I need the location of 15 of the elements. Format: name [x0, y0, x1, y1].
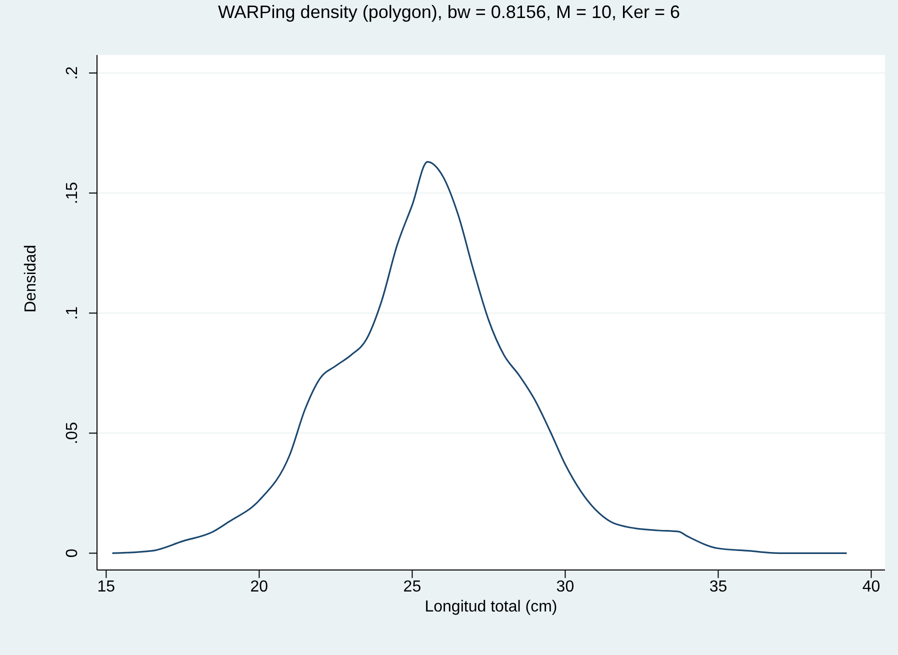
y-tick-label: 0 [64, 548, 81, 558]
y-axis-title: Densidad [22, 244, 40, 312]
x-tick-label: 30 [556, 578, 574, 596]
x-axis-title: Longitud total (cm) [424, 598, 558, 616]
chart-title: WARPing density (polygon), bw = 0.8156, M = 10, Ker = 6 [216, 2, 682, 23]
x-tick-label: 35 [709, 578, 728, 596]
x-tick-label: 20 [250, 578, 268, 596]
x-tick-label: 40 [862, 578, 880, 596]
y-tick-label: .05 [64, 422, 81, 444]
y-tick-label: .15 [64, 182, 81, 204]
y-tick-label: .2 [64, 66, 81, 80]
x-tick-label: 25 [403, 578, 422, 596]
x-tick-label: 15 [97, 578, 116, 596]
line-series [112, 161, 848, 554]
y-tick-label: .1 [64, 306, 81, 320]
